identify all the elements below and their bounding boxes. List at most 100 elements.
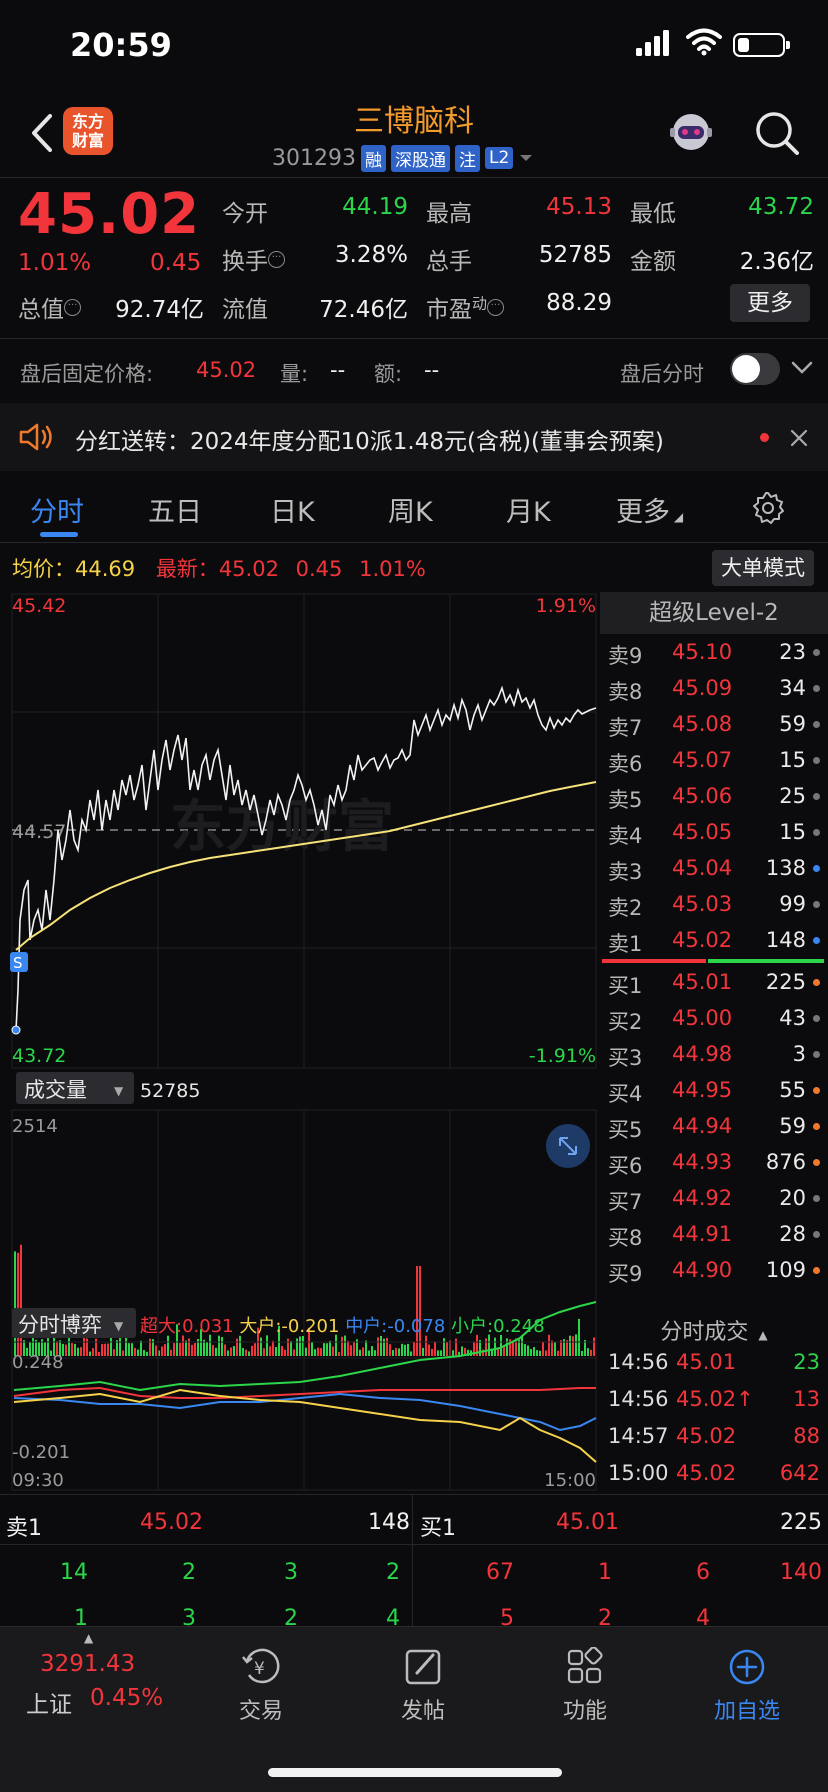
bid-row[interactable]: 买8 44.91 28 [600,1216,828,1252]
queue-order: 67 [486,1560,514,1585]
bid-row[interactable]: 买9 44.90 109 [600,1252,828,1288]
dividend-notice[interactable]: 分红送转：2024年度分配10派1.48元(含税)(董事会预案) [0,403,828,471]
nav-add-watchlist[interactable]: 加自选 [692,1647,802,1725]
bid-row[interactable]: 买6 44.93 876 [600,1144,828,1180]
info-icon[interactable]: ··· [64,299,81,317]
big-order-mode-button[interactable]: 大单模式 [712,550,814,586]
volume-bar [104,1343,106,1356]
ask-row[interactable]: 卖6 45.07 15 [600,742,828,778]
unread-dot [760,433,769,442]
sell-signal-marker[interactable] [10,952,28,972]
nav-functions[interactable]: 功能 [530,1647,640,1725]
game-selector[interactable] [12,1308,136,1338]
volume-bar [161,1346,163,1356]
stock-code-row[interactable]: 301293 融 深股通 注 L2 [272,143,534,173]
nav-post[interactable]: 发帖 [368,1647,478,1725]
intraday-chart[interactable]: 东方财富 45.42 44.57 43.72 1.91% -1.91% S 成交… [0,590,600,1496]
dropdown-icon[interactable] [518,152,534,164]
open-label: 今开 [222,201,268,227]
search-icon[interactable] [754,110,800,156]
tab-intraday[interactable]: 分时 [30,497,84,528]
volume-bar [557,1350,559,1356]
small-investor-line [13,1301,597,1392]
volume-bar [68,1334,70,1356]
gear-icon[interactable] [750,490,786,526]
order-dot [813,1195,820,1202]
bid-row[interactable]: 买7 44.92 20 [600,1180,828,1216]
volume-bar [371,1346,373,1356]
home-indicator[interactable] [268,1768,562,1777]
large-investor-line [13,1388,597,1463]
queue-order: 3 [182,1606,196,1631]
volume-bar [281,1345,283,1356]
volume-bar [572,1336,574,1356]
info-icon[interactable]: ··· [487,299,505,317]
after-hours-amt: -- [424,358,440,382]
ask-row[interactable]: 卖4 45.05 15 [600,814,828,850]
ask-row[interactable]: 卖9 45.10 23 [600,634,828,670]
index-percent[interactable]: 0.45% [90,1685,164,1711]
order-dot [813,1087,820,1094]
tab-weekly-k[interactable]: 周K [388,497,433,528]
volume-selector[interactable] [16,1072,134,1104]
caret-up-icon: ▲ [84,1631,94,1645]
super-large-line [13,1386,596,1399]
volume-bar [527,1345,529,1356]
volume-bar [425,1335,427,1356]
ask-row[interactable]: 卖2 45.03 99 [600,886,828,922]
volume-bar [245,1349,247,1356]
index-value[interactable]: 3291.43 [40,1651,136,1677]
volume-bar [65,1344,67,1356]
ask-row[interactable]: 卖7 45.08 59 [600,706,828,742]
bid-row[interactable]: 买4 44.95 55 [600,1072,828,1108]
after-hours-toggle[interactable] [730,353,780,385]
game-legend: 超大:0.031 大户:-0.201 中户:-0.078 小户:0.248 [140,1316,545,1337]
volume-bar [29,1341,31,1356]
order-dot [813,901,820,908]
volume-bar [350,1345,352,1356]
more-button[interactable]: 更多 [730,284,810,322]
volume-bar [518,1339,520,1356]
volume-bar [305,1347,307,1356]
volume-bar [452,1350,454,1356]
volume-bar [179,1343,181,1356]
trades-title[interactable]: 分时成交 ▲ [660,1320,768,1345]
bid-row[interactable]: 买2 45.00 43 [600,1000,828,1036]
ask-row[interactable]: 卖3 45.04 138 [600,850,828,886]
volume-bar [35,1339,37,1356]
volume-bar [359,1349,361,1356]
tab-more[interactable]: 更多 ◢ [616,497,684,528]
bid-row[interactable]: 买5 44.94 59 [600,1108,828,1144]
tab-daily-k[interactable]: 日K [270,497,315,528]
robot-assistant-icon[interactable] [666,108,716,156]
index-name[interactable]: 上证 [26,1692,72,1718]
volume-bar [38,1342,40,1356]
volume-bar [407,1343,409,1356]
speaker-icon [19,423,52,451]
volume-bar [584,1340,586,1356]
volume-bar [50,1350,52,1356]
volume-bar [71,1343,73,1356]
ask-row[interactable]: 卖1 45.02 148 [600,922,828,958]
volume-bar [167,1335,169,1356]
close-icon[interactable] [790,429,808,447]
ask-row[interactable]: 卖8 45.09 34 [600,670,828,706]
info-icon[interactable]: ··· [268,251,285,269]
tab-monthly-k[interactable]: 月K [506,497,551,528]
bid-row[interactable]: 买1 45.01 225 [600,964,828,1000]
back-icon[interactable] [24,108,64,158]
bid-row[interactable]: 买3 44.98 3 [600,1036,828,1072]
volume-bar [536,1350,538,1356]
volume-bar [569,1335,571,1356]
ask-price: 45.06 [672,784,733,808]
chevron-down-icon[interactable] [790,360,814,376]
volume-bar [338,1351,340,1356]
ask-row[interactable]: 卖5 45.06 25 [600,778,828,814]
volume-bar [98,1351,100,1356]
tab-five-day[interactable]: 五日 [148,497,202,528]
stock-name[interactable]: 三博脑科 [354,104,474,139]
float-label: 流值 [222,297,268,323]
nav-trade[interactable]: ¥ 交易 [206,1647,316,1725]
bid-level-label: 买3 [608,1046,643,1070]
level2-panel[interactable]: 超级Level-2 卖9 45.10 23 卖8 45.09 34 卖7 45.08 59 卖6 4… [600,592,828,1288]
